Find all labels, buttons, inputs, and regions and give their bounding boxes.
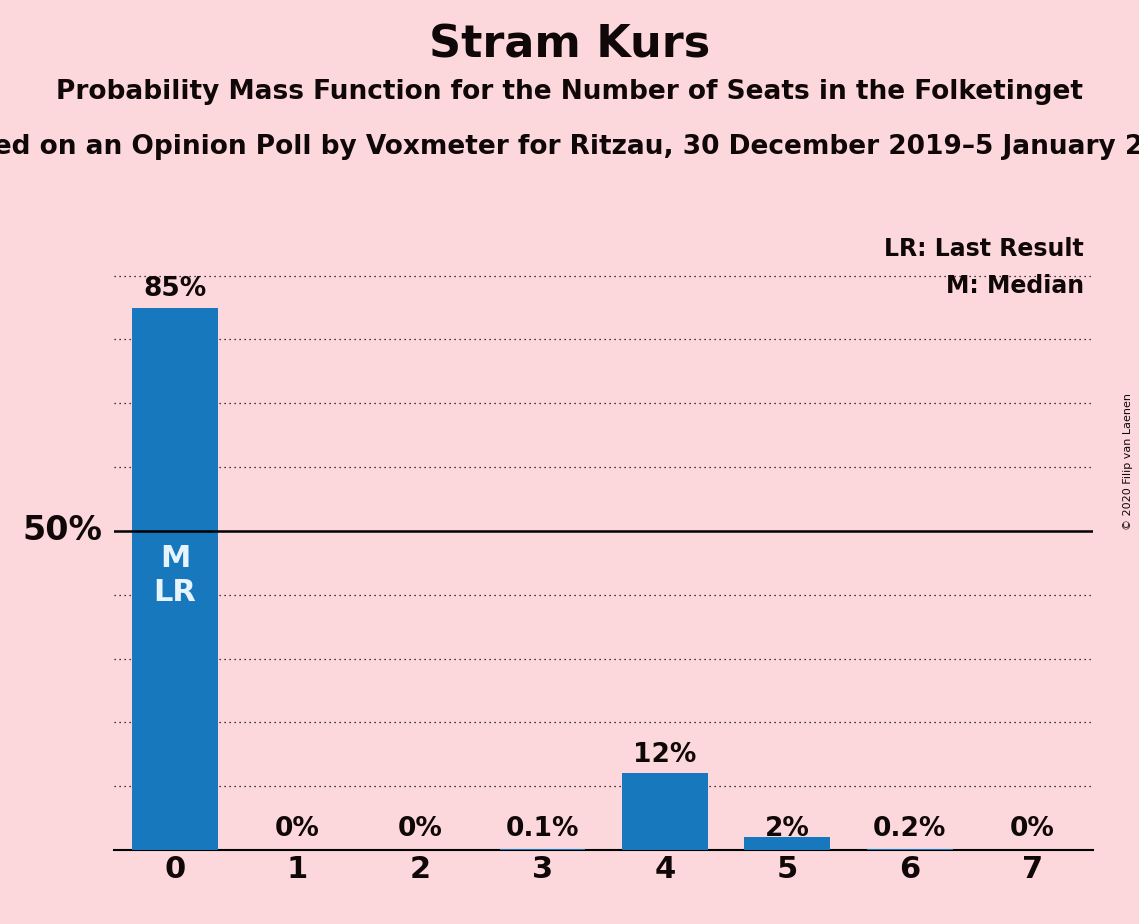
Text: 12%: 12% [633,742,697,769]
Bar [132,308,218,850]
Text: 50%: 50% [23,515,103,547]
Text: Probability Mass Function for the Number of Seats in the Folketinget: Probability Mass Function for the Number… [56,79,1083,104]
Text: 2%: 2% [765,817,810,843]
Text: 0%: 0% [398,817,442,843]
Text: 0%: 0% [1010,817,1055,843]
Text: 0.1%: 0.1% [506,817,580,843]
Text: © 2020 Filip van Laenen: © 2020 Filip van Laenen [1123,394,1133,530]
Text: M
LR: M LR [154,544,197,607]
Bar [745,837,830,850]
Bar [867,849,952,850]
Bar [622,773,707,850]
Text: 0.2%: 0.2% [874,817,947,843]
Text: LR: Last Result: LR: Last Result [884,237,1083,261]
Text: 0%: 0% [276,817,320,843]
Text: M: Median: M: Median [945,274,1083,298]
Text: 85%: 85% [144,276,207,302]
Text: Based on an Opinion Poll by Voxmeter for Ritzau, 30 December 2019–5 January 2020: Based on an Opinion Poll by Voxmeter for… [0,134,1139,160]
Text: Stram Kurs: Stram Kurs [429,23,710,67]
